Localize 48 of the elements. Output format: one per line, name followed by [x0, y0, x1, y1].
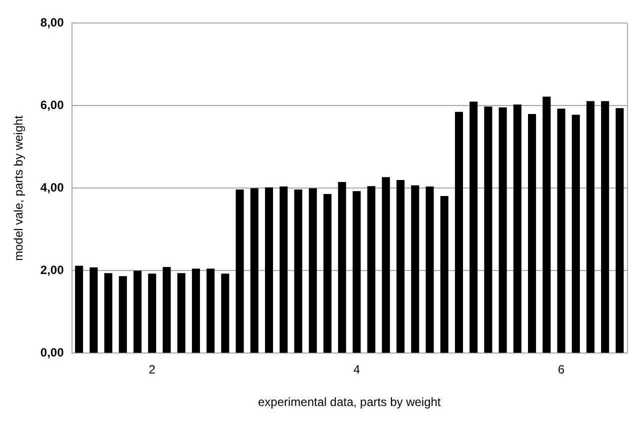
bar — [206, 268, 215, 353]
bar — [586, 101, 594, 353]
bar — [250, 188, 258, 353]
x-tick-label: 6 — [558, 362, 565, 377]
bar — [280, 186, 288, 353]
bar — [294, 189, 302, 353]
bar — [75, 266, 84, 353]
bar — [133, 270, 142, 353]
bar — [162, 266, 171, 353]
bar — [470, 102, 478, 353]
bar — [616, 108, 624, 353]
bar — [498, 107, 507, 353]
bar — [118, 276, 127, 353]
bar — [396, 180, 405, 353]
bar — [90, 267, 98, 353]
bar — [557, 108, 566, 353]
bar — [454, 112, 463, 353]
bar — [177, 273, 186, 353]
bar — [426, 186, 434, 353]
y-axis-title: model vale, parts by weight — [12, 114, 26, 261]
bar — [264, 187, 274, 353]
x-axis-title: experimental data, parts by weight — [258, 395, 442, 410]
bar — [542, 96, 551, 353]
bar — [513, 104, 522, 353]
bar — [411, 185, 420, 353]
bar — [323, 194, 332, 353]
bar — [367, 186, 376, 353]
y-tick-label: 0,00 — [40, 346, 64, 360]
x-tick-label: 4 — [353, 362, 360, 377]
bar — [382, 177, 390, 353]
bar — [221, 274, 230, 353]
bar — [440, 196, 448, 353]
bar — [352, 191, 361, 353]
bar — [148, 274, 156, 353]
bar — [192, 268, 200, 353]
y-tick-label: 6,00 — [40, 98, 64, 112]
y-tick-label: 4,00 — [40, 180, 64, 195]
bar — [104, 273, 112, 353]
bar — [338, 182, 346, 353]
bar — [528, 114, 536, 353]
bar — [572, 114, 580, 353]
y-tick-label: 8,00 — [40, 16, 64, 30]
bar — [308, 188, 317, 353]
bar — [236, 189, 244, 353]
y-tick-label: 2,00 — [40, 263, 64, 278]
bar — [601, 101, 610, 353]
x-tick-label: 2 — [148, 362, 156, 377]
bar — [484, 106, 492, 353]
